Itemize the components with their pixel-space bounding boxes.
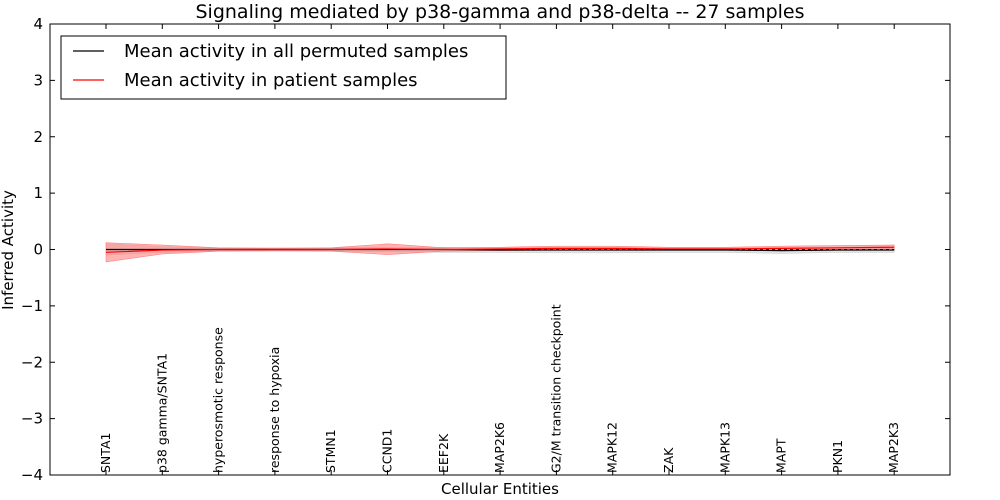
x-tick-label: CCND1 xyxy=(380,429,395,473)
y-tick-label: −2 xyxy=(21,353,43,371)
confidence-bands xyxy=(105,242,895,263)
x-tick-label: MAP2K3 xyxy=(886,422,901,473)
x-tick-label: ZAK xyxy=(661,447,676,473)
y-tick-label: 2 xyxy=(33,128,43,146)
y-tick-label: 0 xyxy=(33,241,43,259)
y-tick-label: −4 xyxy=(21,466,43,484)
y-axis-label: Inferred Activity xyxy=(0,190,17,310)
y-tick-label: 4 xyxy=(33,15,43,33)
y-tick-label: −1 xyxy=(21,297,43,315)
series-lines xyxy=(105,246,895,253)
x-tick-label: p38 gamma/SNTA1 xyxy=(154,353,169,473)
line-patient xyxy=(105,246,895,253)
x-tick-label: G2/M transition checkpoint xyxy=(548,304,563,473)
x-tick-label: hyperosmotic response xyxy=(211,327,226,473)
x-tick-label: STMN1 xyxy=(323,429,338,473)
x-tick-label: MAPK12 xyxy=(605,422,620,473)
x-tick-label: MAPK13 xyxy=(717,422,732,473)
y-ticks: −4 −3 −2 −1 0 1 2 3 4 xyxy=(21,15,950,484)
chart-title: Signaling mediated by p38-gamma and p38-… xyxy=(195,1,804,23)
band-patient xyxy=(105,242,895,263)
legend: Mean activity in all permuted samples Me… xyxy=(60,35,507,100)
x-tick-label: EEF2K xyxy=(436,433,451,473)
legend-label-patient: Mean activity in patient samples xyxy=(124,70,418,91)
legend-box xyxy=(60,35,507,100)
x-tick-label: MAPT xyxy=(774,438,789,473)
y-tick-label: 1 xyxy=(33,184,43,202)
x-tick-label: SNTA1 xyxy=(98,433,113,473)
x-axis-label: Cellular Entities xyxy=(441,480,559,498)
x-ticks: SNTA1 p38 gamma/SNTA1 hyperosmotic respons… xyxy=(98,24,901,475)
legend-label-permuted: Mean activity in all permuted samples xyxy=(124,41,468,62)
y-tick-label: −3 xyxy=(21,410,43,428)
x-tick-label: MAP2K6 xyxy=(492,422,507,473)
x-tick-label: PKN1 xyxy=(830,440,845,473)
x-tick-label: response to hypoxia xyxy=(267,347,282,473)
y-tick-label: 3 xyxy=(33,71,43,89)
